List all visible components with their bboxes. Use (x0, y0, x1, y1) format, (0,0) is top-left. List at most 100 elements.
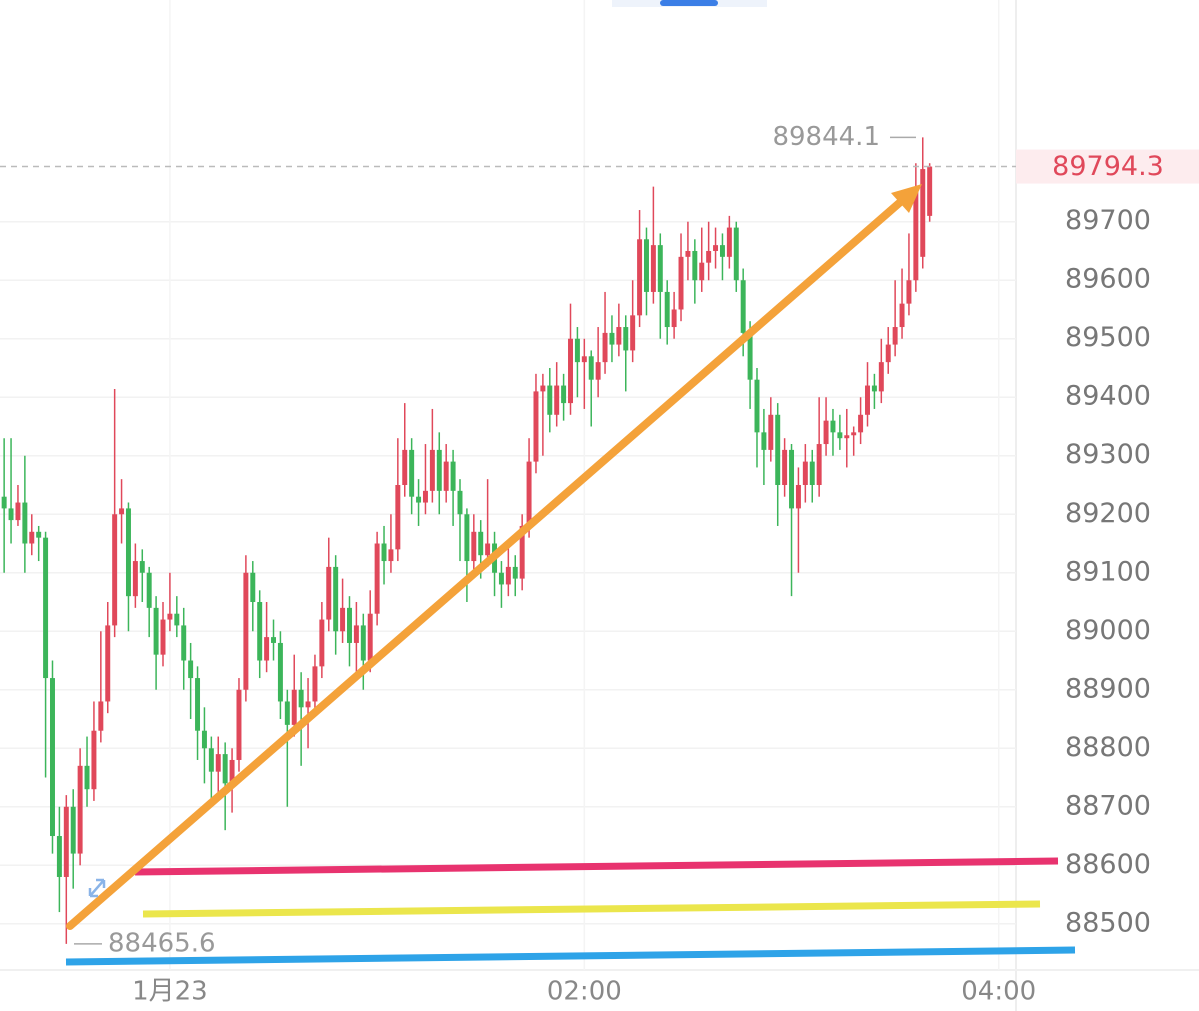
candle-body (1, 496, 7, 509)
x-tick-label: 1月23 (132, 977, 208, 1007)
candle-body (429, 449, 435, 491)
candle-body (768, 414, 774, 450)
candle-body (367, 613, 373, 661)
candle-body (229, 759, 235, 784)
candle-body (409, 449, 415, 497)
candle-body (422, 490, 428, 503)
candle-body (809, 461, 815, 485)
candle-body (374, 543, 380, 614)
candle-body (706, 250, 712, 263)
candle-body (568, 338, 573, 404)
low-label: 88465.6 (108, 928, 216, 958)
candle-body (15, 502, 21, 521)
candle-body (395, 485, 401, 550)
candle-body (436, 449, 442, 491)
candle-body (291, 689, 297, 725)
candle-body (271, 637, 276, 643)
candle-body (333, 566, 339, 632)
x-tick-label: 02:00 (547, 977, 622, 1007)
candle-body (643, 239, 649, 292)
candle-body (98, 701, 104, 731)
y-tick-label: 88800 (1065, 732, 1151, 763)
y-tick-label: 88900 (1065, 673, 1151, 704)
candle-body (885, 344, 891, 363)
top-tab-indicator (660, 0, 718, 6)
candle-body (830, 420, 836, 433)
candle-body (892, 327, 898, 345)
candle-body (540, 385, 546, 392)
candle-body (616, 327, 622, 345)
candle-body (664, 291, 670, 328)
candle-body (84, 765, 90, 790)
candle-body (319, 619, 325, 667)
candle-body (913, 186, 919, 281)
candle-body (719, 245, 725, 257)
y-tick-label: 88500 (1065, 907, 1151, 938)
candle-body (443, 461, 449, 491)
candle-body (519, 525, 525, 579)
candle-body (816, 444, 822, 485)
y-tick-label: 89100 (1065, 556, 1151, 587)
candle-body (70, 806, 76, 854)
y-tick-label: 89700 (1065, 205, 1151, 236)
candle-body (802, 461, 808, 485)
candle-body (215, 754, 221, 772)
candle-body (699, 262, 705, 281)
candle-body (450, 461, 456, 491)
candle-body (899, 303, 905, 328)
candle-body (588, 356, 594, 380)
drawn-line-pink (134, 857, 1059, 876)
candle-body (775, 414, 781, 485)
candle-body (602, 332, 608, 363)
candle-body (91, 730, 97, 790)
candle-body (402, 449, 408, 485)
candle-body (188, 660, 194, 679)
candle-body (284, 701, 290, 725)
candle-body (264, 637, 270, 661)
candle-body (630, 315, 636, 351)
candle-body (795, 485, 801, 509)
candle-body (381, 543, 387, 562)
candle-body (257, 602, 263, 661)
candle-body (167, 613, 173, 620)
candle-body (8, 508, 14, 521)
candle-body (505, 566, 511, 585)
candle-body (105, 625, 111, 702)
candle-body (29, 531, 35, 544)
candle-body (160, 619, 166, 655)
candle-body (464, 514, 470, 562)
candle-body (526, 461, 532, 526)
candle-body (174, 613, 180, 626)
candle-body (153, 607, 159, 655)
user-drawings (65, 184, 1076, 966)
candle-body (533, 391, 539, 462)
candle-body (657, 245, 663, 292)
candle-body (312, 666, 318, 702)
candle-body (250, 572, 256, 603)
candle-body (512, 566, 518, 579)
candle-body (471, 531, 477, 562)
candle-body (56, 836, 62, 877)
candle-body (574, 338, 580, 363)
candle-body (22, 502, 28, 544)
x-tick-label: 04:00 (961, 977, 1036, 1007)
candle-body (63, 806, 69, 877)
candle-body (858, 414, 864, 433)
candle-body (561, 385, 567, 404)
candle-body (50, 678, 55, 837)
candle-body (243, 572, 249, 690)
y-tick-label: 89600 (1065, 264, 1151, 295)
candle-body (789, 449, 795, 509)
y-tick-label: 89500 (1065, 322, 1151, 353)
candle-body (740, 280, 746, 333)
candle-body (554, 385, 560, 415)
candle-body (726, 227, 732, 257)
y-tick-label: 89200 (1065, 498, 1151, 529)
candle-body (181, 625, 187, 661)
candle-body (637, 239, 643, 316)
candle-body (298, 689, 304, 708)
candle-body (547, 385, 553, 415)
candle-body (685, 250, 691, 257)
candle-body (851, 432, 857, 436)
drawn-arrow-head (891, 184, 922, 213)
